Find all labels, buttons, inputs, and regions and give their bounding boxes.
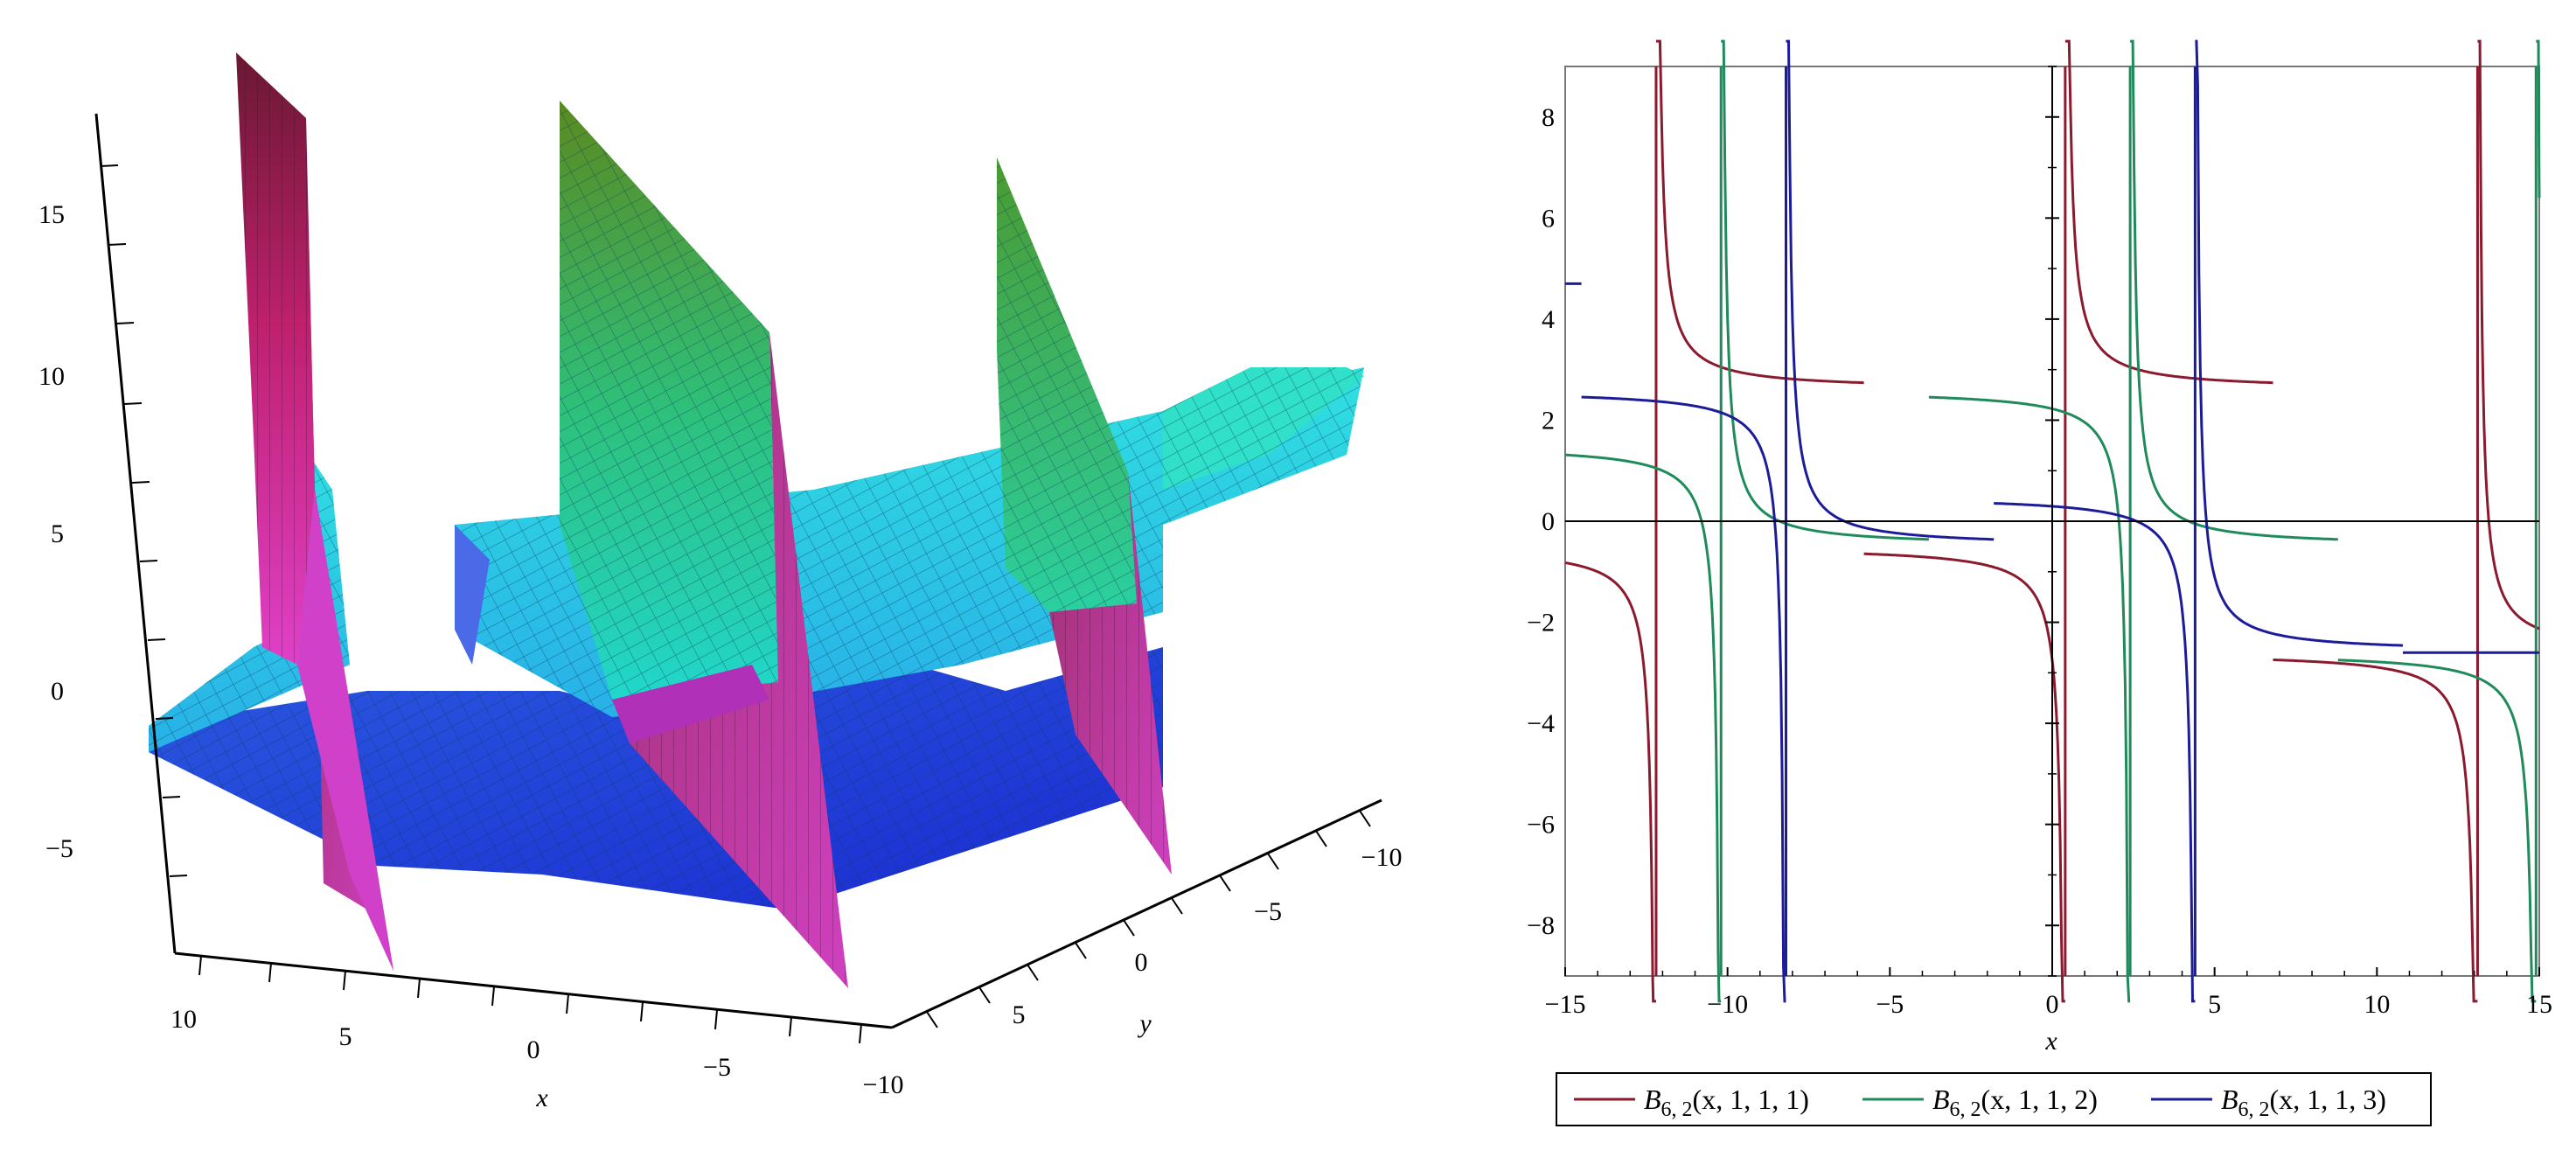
x-tick bbox=[491, 986, 495, 1007]
y-tick bbox=[978, 986, 991, 1004]
x-tick-label: 10 bbox=[171, 1005, 197, 1034]
series-line-1 bbox=[2477, 39, 2540, 631]
legend-label-1: B6, 2(x, 1, 1, 1) bbox=[1644, 1084, 1809, 1121]
z-tick bbox=[131, 481, 150, 484]
surface-mesh bbox=[149, 52, 1364, 988]
series-line-2 bbox=[1721, 39, 1929, 541]
series-line-2 bbox=[1928, 395, 2131, 1003]
z-tick-label: 0 bbox=[51, 677, 64, 706]
legend-label-3: B6, 2(x, 1, 1, 3) bbox=[2221, 1084, 2386, 1121]
y-tick-label: 0 bbox=[1135, 948, 1148, 977]
x-tick bbox=[859, 1023, 862, 1044]
x-tick bbox=[343, 970, 346, 991]
x-tick-label: 0 bbox=[527, 1035, 540, 1064]
x-tick-label: −15 bbox=[1545, 990, 1586, 1019]
z-tick-label: −5 bbox=[45, 834, 73, 863]
series-line-3 bbox=[2195, 39, 2404, 647]
y-tick bbox=[1075, 942, 1087, 959]
z-tick-label: 15 bbox=[38, 200, 65, 229]
y-tick bbox=[926, 1011, 938, 1028]
z-tick bbox=[108, 243, 127, 246]
y-tick-label: 2 bbox=[1542, 406, 1555, 435]
x-tick bbox=[640, 1001, 644, 1022]
x-tick-label: 10 bbox=[2364, 990, 2390, 1019]
y-axis-3d: 5 0 −5 −10 y bbox=[891, 798, 1403, 1038]
axis-layer: −8 −6 −4 −2 0 2 4 6 8 −15 −10 −5 0 5 10 15 bbox=[1527, 66, 2552, 1019]
y-tick-label: −6 bbox=[1527, 811, 1555, 840]
x-tick-label: −5 bbox=[703, 1053, 731, 1082]
series-line-1 bbox=[2064, 39, 2273, 385]
z-tick bbox=[147, 638, 166, 641]
x-tick-label: −10 bbox=[863, 1070, 904, 1099]
y-tick-label: −4 bbox=[1527, 709, 1555, 738]
x-tick-label: 15 bbox=[2526, 990, 2552, 1019]
series-line-3 bbox=[1994, 502, 2196, 1003]
z-tick bbox=[169, 875, 188, 877]
z-tick bbox=[155, 717, 174, 720]
y-tick-label: −5 bbox=[1254, 897, 1282, 926]
y-tick-label: −2 bbox=[1527, 609, 1555, 638]
y-tick bbox=[1027, 964, 1039, 981]
x-tick bbox=[417, 978, 421, 999]
y-tick-label: 8 bbox=[1542, 103, 1555, 132]
x-tick bbox=[268, 962, 272, 983]
y-tick-label: 0 bbox=[1542, 507, 1555, 536]
z-tick-label: 10 bbox=[38, 362, 65, 391]
y-tick-label: 6 bbox=[1542, 204, 1555, 233]
legend: B6, 2(x, 1, 1, 1) B6, 2(x, 1, 1, 2) B6, 2(… bbox=[1556, 1072, 2432, 1126]
y-tick bbox=[1171, 897, 1183, 915]
x-axis-3d: 10 5 0 −5 −10 x bbox=[171, 951, 904, 1112]
series-line-2 bbox=[2337, 659, 2537, 1003]
x-tick bbox=[198, 955, 202, 976]
series-line-2 bbox=[2130, 39, 2338, 541]
x-tick bbox=[566, 993, 569, 1014]
x-tick-label: −5 bbox=[1876, 990, 1904, 1019]
z-tick-label: 5 bbox=[51, 519, 64, 548]
x-tick-label: 5 bbox=[339, 1022, 352, 1051]
legend-box bbox=[1556, 1072, 2432, 1126]
y-tick bbox=[1219, 875, 1231, 892]
z-axis: 15 10 5 0 −5 bbox=[38, 113, 188, 954]
series-line-1 bbox=[2273, 659, 2478, 1003]
y-axis-title: y bbox=[1137, 1009, 1152, 1038]
series-line-2 bbox=[2536, 39, 2541, 199]
series-layer bbox=[1564, 39, 2541, 1003]
line-chart: −8 −6 −4 −2 0 2 4 6 8 −15 −10 −5 0 5 10 15 x B6, 2(x, 1… bbox=[1527, 39, 2552, 1126]
legend-label-2: B6, 2(x, 1, 1, 2) bbox=[1932, 1084, 2098, 1121]
y-tick-label: 5 bbox=[1013, 1000, 1026, 1029]
y-tick-label: −10 bbox=[1361, 843, 1403, 872]
y-tick-label: −8 bbox=[1527, 911, 1555, 940]
y-tick bbox=[1315, 830, 1327, 847]
y-tick-label: 4 bbox=[1542, 305, 1555, 334]
y-tick bbox=[1267, 853, 1279, 870]
series-line-1 bbox=[1564, 561, 1656, 1003]
series-line-1 bbox=[1656, 39, 1864, 385]
z-tick bbox=[115, 322, 135, 324]
x-axis-title: x bbox=[535, 1084, 548, 1112]
x-tick-label: 5 bbox=[2208, 990, 2221, 1019]
z-tick bbox=[100, 164, 119, 167]
x-tick-label: 0 bbox=[2046, 990, 2059, 1019]
z-tick bbox=[162, 796, 181, 798]
y-tick bbox=[1123, 919, 1135, 937]
series-line-2 bbox=[1565, 453, 1722, 1003]
series-line-1 bbox=[1863, 552, 2065, 1003]
x-tick bbox=[714, 1009, 718, 1030]
series-line-3 bbox=[1581, 395, 1786, 1003]
x-axis-title-2d: x bbox=[2044, 1027, 2057, 1056]
z-tick bbox=[123, 402, 143, 405]
series-line-3 bbox=[1786, 39, 1995, 541]
legend-items: B6, 2(x, 1, 1, 1) B6, 2(x, 1, 1, 2) B6, 2(… bbox=[1574, 1084, 2386, 1121]
x-tick-label: −10 bbox=[1707, 990, 1748, 1019]
surface-plot: 15 10 5 0 −5 10 5 0 −5 −10 x bbox=[38, 52, 1402, 1112]
y-tick bbox=[1359, 810, 1371, 827]
x-tick bbox=[789, 1016, 792, 1037]
